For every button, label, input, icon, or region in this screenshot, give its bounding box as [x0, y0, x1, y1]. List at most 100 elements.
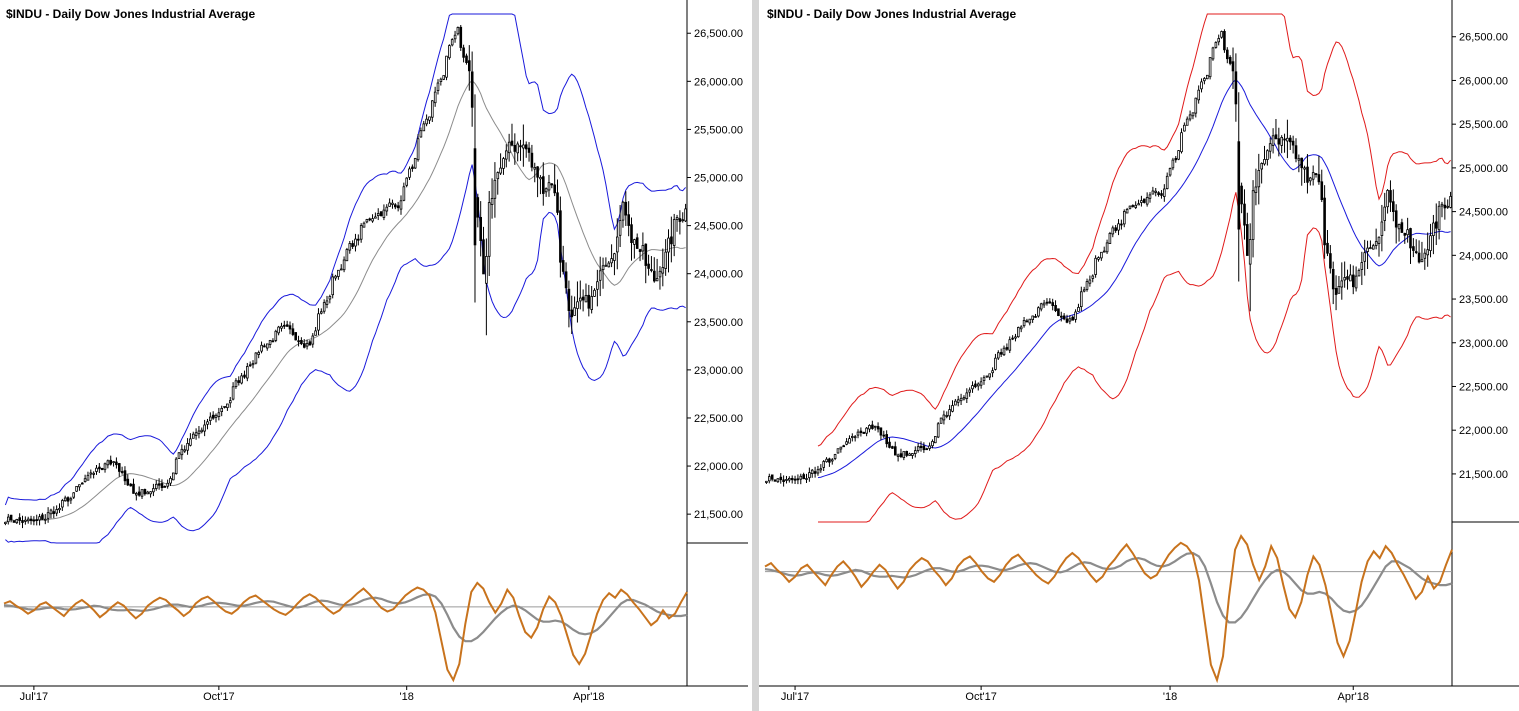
left-candle-body [41, 514, 44, 520]
right-candle-body [799, 475, 803, 480]
right-candle-body [802, 474, 805, 480]
right-candle-body [879, 427, 883, 436]
left-candle-body [226, 403, 229, 408]
left-candle-body [519, 145, 522, 148]
left-candle-body [581, 296, 585, 301]
left-candle-body [473, 148, 477, 246]
left-candle-body [200, 429, 204, 433]
left-candle-body [69, 498, 73, 501]
right-candle-body [1051, 302, 1054, 307]
right-candle-body [1062, 315, 1066, 320]
right-candle-body [1014, 336, 1017, 339]
left-candle-body [21, 520, 24, 523]
right-candle-body [1171, 159, 1175, 169]
right-candle-body [1034, 315, 1037, 318]
right-price-tick-label: 22,500.00 [1459, 381, 1508, 393]
right-candle-body [1145, 197, 1149, 205]
right-price-tick-label: 23,000.00 [1459, 338, 1508, 350]
left-candle-body [618, 220, 622, 236]
right-candle-body [1042, 302, 1046, 306]
left-candle-body [58, 507, 61, 511]
left-chart-svg[interactable]: $INDU - Daily Dow Jones Industrial Avera… [0, 0, 752, 711]
right-candle-body [1314, 173, 1318, 176]
left-candle-body [297, 340, 300, 343]
left-candle-body [436, 82, 440, 91]
right-candle-body [833, 454, 837, 459]
left-candle-body [211, 414, 215, 419]
right-candle-body [1197, 89, 1200, 101]
left-price-tick-label: 22,500.00 [694, 413, 743, 425]
right-candle-body [767, 476, 771, 482]
left-candle-body [183, 449, 187, 452]
right-candle-body [1337, 285, 1341, 294]
right-candle-body [859, 430, 863, 434]
right-chart-svg[interactable]: $INDU - Daily Dow Jones Industrial Avera… [759, 0, 1519, 711]
right-candle-body [951, 405, 954, 412]
right-chart-panel[interactable]: $INDU - Daily Dow Jones Industrial Avera… [759, 0, 1519, 711]
left-candle-body [650, 269, 653, 271]
right-candle-body [1400, 222, 1404, 233]
left-candle-body [166, 482, 170, 487]
left-candle-body [354, 238, 357, 247]
right-candle-body [808, 472, 811, 479]
right-candle-body [1154, 190, 1157, 193]
right-candle-body [925, 448, 929, 451]
right-price-tick-label: 24,500.00 [1459, 207, 1508, 219]
right-candle-body [1005, 347, 1009, 350]
left-candle-body [456, 27, 460, 35]
right-candle-body [1025, 320, 1029, 323]
left-candle-body [277, 326, 280, 334]
left-candle-body [254, 352, 258, 364]
left-candle-body [593, 289, 596, 297]
left-candle-body [664, 251, 667, 269]
left-candle-body [231, 386, 235, 400]
left-candle-body [134, 492, 138, 496]
left-candle-body [533, 166, 537, 170]
right-oscillator-line [764, 533, 1453, 684]
left-candle-body [391, 202, 394, 205]
right-candle-body [1157, 192, 1160, 195]
left-candle-body [493, 179, 497, 199]
right-candle-body [1286, 137, 1289, 142]
right-candle-body [1160, 193, 1163, 196]
right-candle-body [790, 477, 794, 481]
right-candle-body [865, 427, 868, 434]
right-candle-body [1260, 162, 1263, 170]
right-candle-body [1440, 203, 1444, 207]
right-candle-body [842, 445, 846, 448]
left-candle-body [245, 366, 249, 379]
left-candle-body [661, 267, 665, 274]
right-candle-body [1317, 174, 1321, 183]
right-candle-body [1289, 137, 1292, 143]
left-candle-body [596, 281, 599, 290]
left-candle-body [214, 414, 218, 418]
left-candle-body [72, 492, 76, 498]
left-candle-body [274, 330, 278, 341]
right-candle-body [1048, 301, 1052, 304]
left-candle-body [482, 239, 485, 275]
left-chart-panel[interactable]: $INDU - Daily Dow Jones Industrial Avera… [0, 0, 752, 711]
right-candle-body [822, 461, 825, 468]
right-candle-body [1254, 186, 1258, 193]
right-candle-body [1045, 301, 1049, 304]
left-candle-body [328, 295, 332, 300]
left-candle-body [348, 243, 352, 251]
right-candle-body [1423, 252, 1427, 259]
right-candle-body [1300, 157, 1303, 169]
right-candle-body [1366, 247, 1369, 252]
left-price-tick-label: 26,000.00 [694, 76, 743, 88]
right-candle-body [908, 453, 911, 456]
left-price-tick-label: 24,500.00 [694, 221, 743, 233]
right-candle-body [1234, 71, 1238, 105]
left-candle-body [408, 168, 411, 178]
left-candle-body [129, 483, 133, 487]
right-candle-body [782, 479, 785, 482]
left-candle-body [667, 237, 670, 253]
left-candle-body [675, 217, 679, 220]
left-candle-body [260, 344, 263, 352]
left-candle-body [635, 237, 639, 249]
left-candle-body [556, 192, 559, 213]
left-candle-body [351, 243, 354, 247]
left-candle-body [499, 167, 502, 174]
